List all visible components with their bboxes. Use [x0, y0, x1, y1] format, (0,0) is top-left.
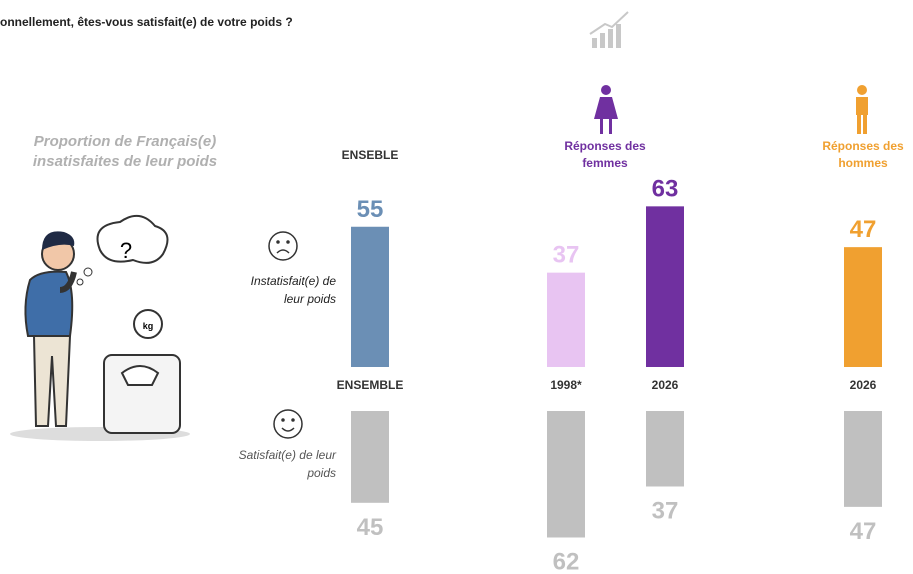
title: onnellement, êtes-vous satisfait(e) de v… — [0, 15, 293, 29]
subtitle: Proportion de Français(e) insatisfaites … — [32, 133, 218, 170]
chart-icon — [589, 11, 629, 48]
x-tick-label: 2026 — [850, 378, 877, 392]
bar — [844, 247, 882, 367]
group-label: Réponses des femmes — [564, 139, 646, 170]
bar — [646, 411, 684, 487]
bar — [351, 411, 389, 503]
svg-text:kg: kg — [143, 321, 154, 331]
person-illustration: kg ? — [10, 215, 190, 441]
value-label: 47 — [850, 216, 877, 243]
bar — [351, 226, 389, 367]
x-tick-label: ENSEMBLE — [337, 378, 404, 392]
bar — [547, 411, 585, 538]
group-label: Réponses des hommes — [822, 139, 904, 170]
series-label: Satisfait(e) de leur poids — [238, 448, 336, 480]
man-icon — [856, 85, 868, 134]
happy-face — [273, 409, 303, 439]
value-label: 47 — [850, 518, 877, 545]
x-tick-label: 1998* — [550, 378, 582, 392]
value-label: 37 — [652, 497, 679, 524]
sad-face — [268, 231, 298, 261]
group-label: ENSEBLE — [341, 148, 399, 162]
x-tick-label: 2026 — [652, 378, 679, 392]
svg-text:?: ? — [120, 238, 132, 263]
value-label: 55 — [357, 196, 384, 223]
value-label: 37 — [553, 242, 580, 269]
value-label: 63 — [652, 175, 679, 202]
series-label: Instatisfait(e) de leur poids — [250, 274, 336, 306]
bar — [844, 411, 882, 507]
value-label: 62 — [553, 548, 580, 574]
value-label: 45 — [357, 514, 384, 541]
woman-icon — [594, 85, 618, 134]
bar — [547, 272, 585, 367]
bar — [646, 206, 684, 367]
